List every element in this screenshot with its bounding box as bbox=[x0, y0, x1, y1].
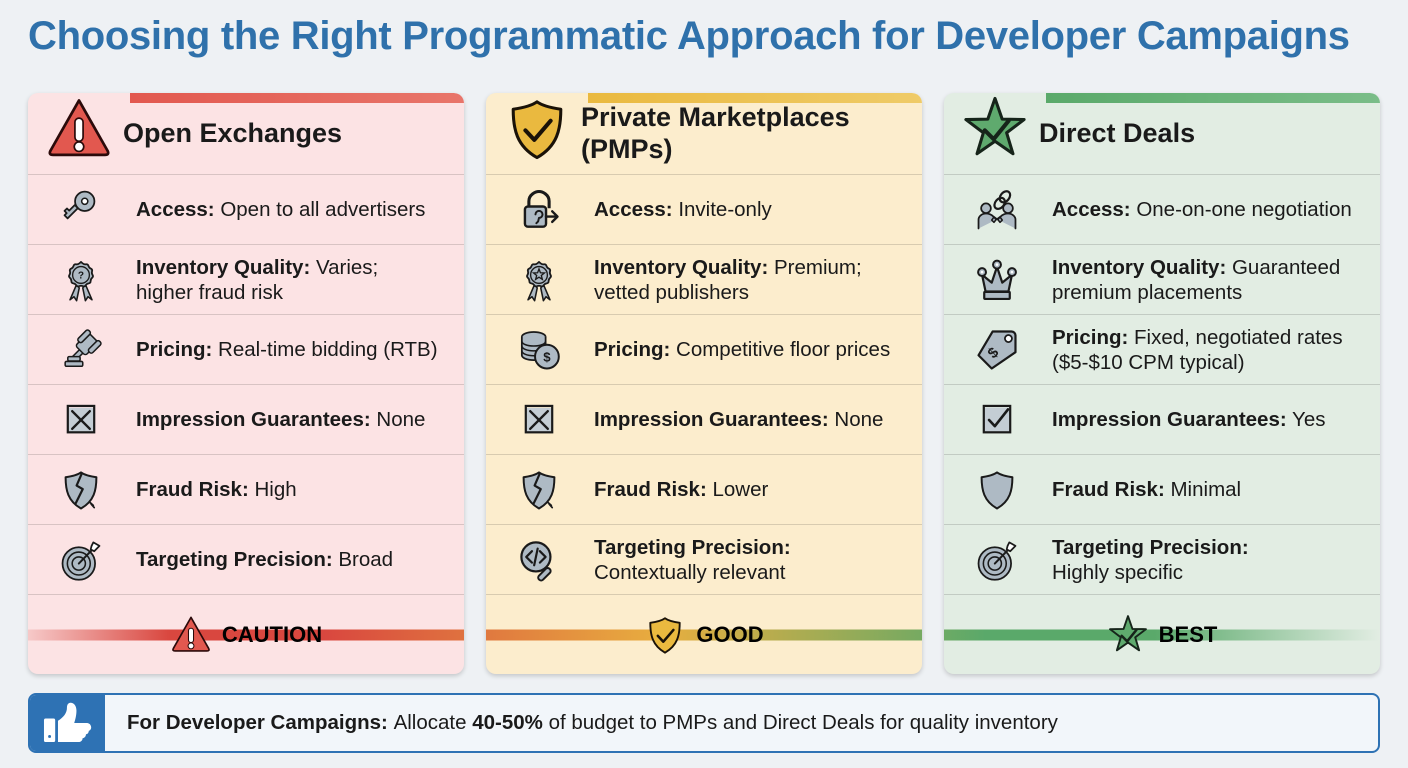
svg-text:$: $ bbox=[543, 349, 551, 364]
svg-text:?: ? bbox=[78, 270, 84, 281]
